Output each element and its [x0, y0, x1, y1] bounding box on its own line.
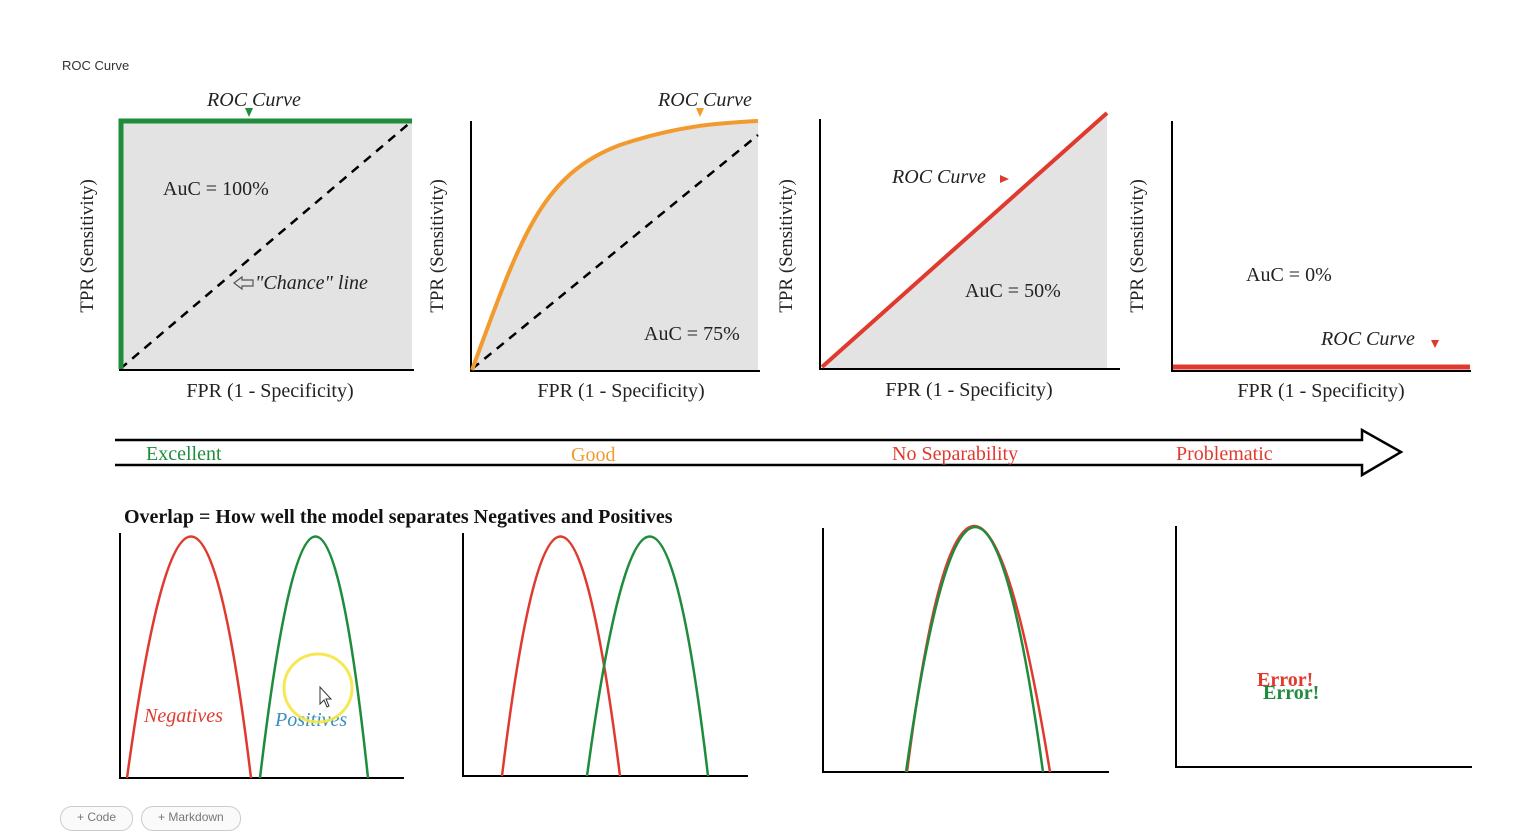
- roc-panel-excellent: ROC Curve AuC = 100% "Chance" line TPR (…: [77, 89, 414, 402]
- add-code-cell-button[interactable]: + Code: [60, 806, 134, 831]
- x-axis-label: FPR (1 - Specificity): [186, 380, 353, 402]
- roc-curve-label: ROC Curve: [657, 89, 752, 111]
- positives-curve: [258, 535, 370, 779]
- roc-panel-good: ROC Curve AuC = 75% TPR (Sensitivity) FP…: [427, 89, 760, 402]
- negatives-label: Negatives: [143, 705, 223, 727]
- roc-panel-no-separability: ROC Curve AuC = 50% TPR (Sensitivity) FP…: [776, 111, 1120, 401]
- y-axis-label: TPR (Sensitivity): [1127, 179, 1148, 313]
- mouse-pointer-icon: [319, 685, 333, 708]
- scale-label-excellent: Excellent: [146, 443, 222, 465]
- x-axis-label: FPR (1 - Specificity): [1237, 380, 1404, 402]
- overlap-panel-excellent: Negatives Positives: [119, 533, 404, 779]
- y-axis-label: TPR (Sensitivity): [776, 179, 797, 313]
- page-title: ROC Curve: [62, 58, 130, 73]
- overlap-panel-no-separability: [822, 525, 1109, 773]
- negatives-error-label: Error!: [1257, 669, 1313, 691]
- negatives-curve: [905, 525, 1052, 773]
- curve-pointer-icon: [696, 108, 704, 117]
- chance-line: [471, 134, 759, 370]
- positives-error-label: Error!: [1263, 682, 1319, 704]
- auc-label: AuC = 50%: [965, 280, 1061, 302]
- hollow-arrow-icon: [233, 275, 254, 291]
- overlap-panel-problematic: Error! Error!: [1175, 526, 1472, 768]
- notebook-cell-toolbar: + Code + Markdown: [60, 806, 241, 831]
- x-axis-label: FPR (1 - Specificity): [537, 380, 704, 402]
- negatives-curve: [125, 535, 253, 779]
- y-axis-label: TPR (Sensitivity): [427, 179, 448, 313]
- roc-curve: [470, 119, 759, 371]
- y-axis-label: TPR (Sensitivity): [77, 179, 98, 313]
- roc-curve-label: ROC Curve: [891, 166, 986, 188]
- roc-curve-label: ROC Curve: [1320, 328, 1415, 350]
- roc-area-fill: [472, 121, 758, 370]
- scale-arrow-outline: [115, 427, 1404, 478]
- curve-pointer-icon: [245, 108, 253, 117]
- curve-pointer-icon: [1000, 175, 1009, 183]
- add-markdown-cell-button[interactable]: + Markdown: [141, 806, 241, 831]
- roc-panel-problematic: AuC = 0% ROC Curve TPR (Sensitivity) FPR…: [1127, 121, 1471, 402]
- chance-line-label: "Chance" line: [255, 272, 368, 294]
- roc-area-fill: [120, 121, 412, 369]
- roc-curve: [118, 118, 412, 369]
- positives-curve: [585, 535, 710, 777]
- roc-curve-label: ROC Curve: [206, 89, 301, 111]
- x-axis-label: FPR (1 - Specificity): [885, 379, 1052, 401]
- cursor-highlight: [282, 652, 354, 724]
- auc-label: AuC = 0%: [1246, 264, 1332, 286]
- overlap-title: Overlap = How well the model separates N…: [124, 506, 673, 528]
- quality-scale-arrow: Excellent Good No Separability Problemat…: [115, 427, 1404, 478]
- roc-curve: [820, 111, 1109, 369]
- auc-label: AuC = 100%: [163, 178, 269, 200]
- curve-pointer-icon: [1431, 340, 1439, 348]
- scale-label-no-separability: No Separability: [892, 443, 1018, 465]
- overlap-panel-good: [462, 533, 748, 777]
- scale-label-problematic: Problematic: [1176, 443, 1273, 465]
- negatives-curve: [500, 535, 622, 777]
- auc-label: AuC = 75%: [644, 323, 740, 345]
- scale-label-good: Good: [571, 444, 615, 466]
- positives-curve: [904, 526, 1045, 773]
